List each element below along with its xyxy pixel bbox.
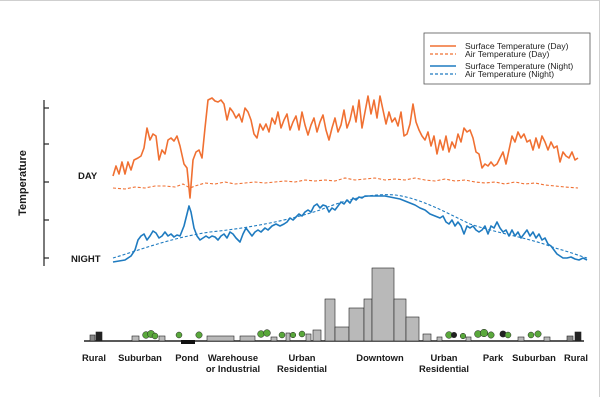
day-level-label: DAY: [78, 171, 98, 182]
suburban-trees-left: [142, 330, 159, 340]
y-axis: [43, 100, 49, 266]
svg-text:Air Temperature (Day): Air Temperature (Day): [465, 49, 550, 59]
air-temperature-day-line: [112, 177, 579, 190]
warehouse-buildings: [206, 335, 256, 342]
svg-text:Surface Temperature (Day): Surface Temperature (Day): [465, 41, 569, 51]
zone-labels: Rural Suburban Pond Warehouse or Industr…: [82, 352, 588, 374]
downtown-buildings: [324, 267, 420, 342]
legend-item-surface-day: Surface Temperature (Day): [430, 41, 569, 51]
zone-label-urban-res-right-line2: Residential: [419, 363, 469, 374]
zone-label-urban-res-right-line1: Urban: [430, 352, 457, 363]
zone-label-warehouse-line1: Warehouse: [208, 352, 258, 363]
night-level-label: NIGHT: [71, 254, 101, 265]
air-temperature-night-line: [112, 194, 588, 259]
pond: [175, 331, 203, 344]
legend-item-air-night: Air Temperature (Night): [430, 69, 554, 79]
svg-text:Surface Temperature (Night): Surface Temperature (Night): [465, 61, 573, 71]
rural-buildings-right: [566, 331, 582, 342]
zone-label-pond: Pond: [175, 352, 199, 363]
zone-label-warehouse-line2: or Industrial: [206, 363, 260, 374]
zone-label-rural-right: Rural: [564, 352, 588, 363]
zone-label-downtown: Downtown: [356, 352, 404, 363]
legend: Surface Temperature (Day) Air Temperatur…: [423, 32, 591, 85]
zone-label-urban-res-left-line2: Residential: [277, 363, 327, 374]
rural-buildings-left: [89, 331, 103, 342]
zone-label-suburban-right: Suburban: [512, 352, 556, 363]
suburban-houses-left: [131, 335, 166, 342]
urban-residential-right: [422, 331, 472, 342]
zone-label-urban-res-left-line1: Urban: [288, 352, 315, 363]
svg-text:Air Temperature (Night): Air Temperature (Night): [465, 69, 554, 79]
legend-item-surface-night: Surface Temperature (Night): [430, 61, 573, 71]
surface-temperature-day-line: [112, 95, 579, 199]
urban-residential-left: [257, 329, 322, 342]
park-trees: [474, 328, 512, 339]
suburban-houses-right: [517, 330, 551, 342]
legend-item-air-day: Air Temperature (Day): [430, 49, 550, 59]
zone-label-rural-left: Rural: [82, 352, 106, 363]
zone-label-park: Park: [483, 352, 504, 363]
surface-temperature-night-line: [112, 195, 588, 263]
y-axis-label: Temperature: [17, 150, 29, 216]
zone-label-suburban-left: Suburban: [118, 352, 162, 363]
